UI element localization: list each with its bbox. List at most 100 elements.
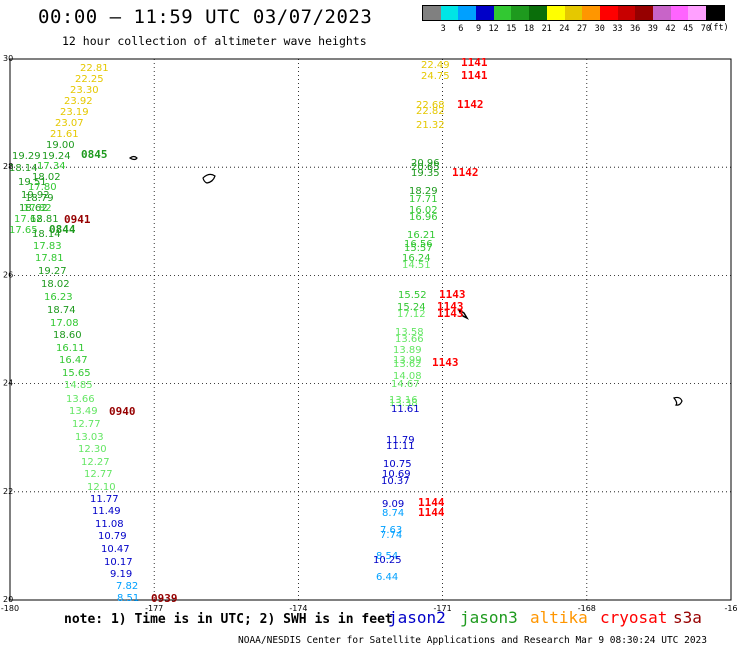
- axis-labels: 30 28 26 24 22 20-180 -177 -174 -171 -168 -16: [1, 54, 738, 613]
- wave-height-label: 15.52: [398, 290, 427, 301]
- wave-height-label: 13.66: [66, 394, 95, 405]
- legend-swatch: [670, 6, 689, 20]
- wave-height-label: 16.56: [404, 239, 433, 250]
- wave-height-label: 23.30: [70, 85, 99, 96]
- island-outline: [457, 308, 469, 320]
- legend-label: 24: [559, 24, 570, 34]
- wave-height-label: 19.29: [12, 151, 41, 162]
- legend-label: 42: [665, 24, 676, 34]
- pass-time-label: 1141: [461, 69, 488, 82]
- legend-label: 3: [440, 24, 446, 34]
- credit-line: NOAA/NESDIS Center for Satellite Applica…: [238, 635, 707, 646]
- wave-height-label: 13.03: [75, 432, 104, 443]
- chart-title: 00:00 – 11:59 UTC 03/07/2023: [38, 6, 373, 28]
- pass-time-label: 0844: [49, 223, 76, 236]
- legend-label: 9: [475, 24, 482, 34]
- wave-height-label: 13.49: [69, 406, 98, 417]
- wave-height-label: 7.74: [380, 530, 402, 541]
- legend-swatch: [476, 6, 494, 20]
- legend-swatch: [493, 6, 512, 20]
- wave-height-label: 10.25: [373, 555, 402, 566]
- pass-time-label: 1143: [439, 288, 466, 301]
- wave-height-label: 16.23: [44, 292, 73, 303]
- wave-height-label: 14.67: [391, 379, 420, 390]
- wave-height-label: 19.35: [411, 168, 440, 179]
- latitude-label: 28: [3, 162, 13, 171]
- wave-height-label: 7.82: [116, 581, 138, 592]
- color-legend: 3 6 9 12 15 18 21 24 27 30 33 36 39 42 45 70 (ft): [422, 5, 729, 34]
- wave-height-label: 12.77: [84, 469, 113, 480]
- pass-time-label: 0939: [151, 592, 178, 605]
- wave-height-label: 12.30: [78, 444, 107, 455]
- wave-height-label: 17.81: [35, 253, 64, 264]
- wave-height-label: 18.14: [32, 229, 61, 240]
- map-frame: [9, 58, 732, 601]
- coastlines: [128, 155, 683, 406]
- legend-label: 45: [683, 24, 694, 34]
- wave-height-label: 22.82: [416, 106, 445, 117]
- wave-height-label: 12.27: [81, 457, 110, 468]
- wave-height-label: 11.08: [95, 519, 124, 530]
- legend-label: 27: [576, 24, 588, 34]
- legend-label: 6: [458, 24, 464, 34]
- wave-height-label: 10.69: [382, 469, 411, 480]
- wave-height-label: 6.44: [376, 572, 398, 583]
- legend-label: 33: [612, 24, 623, 34]
- legend-label: 15: [506, 24, 517, 34]
- wave-height-label: 18.60: [53, 330, 82, 341]
- legend-swatch: [546, 6, 565, 20]
- chart-subtitle: 12 hour collection of altimeter wave hei…: [62, 34, 367, 48]
- wave-height-label: 17.82: [23, 203, 52, 214]
- legend-swatch: [706, 6, 724, 20]
- wave-height-label: 16.47: [59, 355, 88, 366]
- legend-label: 36: [630, 24, 641, 34]
- satellite-label: s3a: [673, 608, 702, 627]
- wave-height-label: 13.99: [393, 355, 422, 366]
- legend-labels: 3 6 9 12 15 18 21 24 27 30 33 36 39 42 45 70: [422, 24, 725, 34]
- wave-height-label: 14.51: [402, 260, 431, 271]
- legend-swatch: [617, 6, 636, 20]
- wave-height-label: 21.32: [416, 120, 445, 131]
- wave-height-label: 18.29: [409, 186, 438, 197]
- pass-time-label: 1144: [418, 496, 445, 509]
- wave-height-label: 22.25: [75, 74, 104, 85]
- wave-height-label: 11.79: [386, 435, 415, 446]
- latitude-label: 20: [3, 595, 13, 604]
- legend-label: 21: [541, 24, 552, 34]
- wave-height-label: 11.77: [90, 494, 119, 505]
- wave-height-label: 13.58: [395, 327, 424, 338]
- wave-height-label: 18.74: [47, 305, 76, 316]
- legend-swatch: [511, 6, 530, 20]
- wave-height-label: 18.81: [30, 214, 59, 225]
- wave-height-label: 11.11: [386, 441, 415, 452]
- wave-height-label: 8.54: [376, 551, 398, 562]
- longitude-label: -171: [434, 604, 452, 613]
- wave-height-label: 13.89: [393, 345, 422, 356]
- wave-height-label: 12.77: [72, 419, 101, 430]
- observation-labels: 22.8122.2523.3023.9223.1923.0721.6119.00…: [9, 60, 450, 604]
- longitude-label: -174: [289, 604, 307, 613]
- legend-swatch: [529, 6, 547, 20]
- latitude-label: 22: [3, 487, 13, 496]
- wave-height-label: 23.92: [64, 96, 93, 107]
- wave-height-label: 17.83: [33, 241, 62, 252]
- wave-height-label: 10.79: [98, 531, 127, 542]
- latitude-label: 30: [3, 54, 13, 63]
- pass-time-label: 1144: [418, 506, 445, 519]
- legend-swatch: [582, 6, 600, 20]
- wave-height-label: 16.02: [409, 205, 438, 216]
- wave-height-label: 17.12: [397, 309, 426, 320]
- legend-swatch: [440, 6, 459, 20]
- wave-height-label: 13.16: [389, 395, 418, 406]
- wave-height-label: 14.08: [393, 371, 422, 382]
- legend-label: 39: [647, 24, 658, 34]
- pass-time-label: 1143: [437, 307, 464, 320]
- wave-height-label: 17.71: [409, 194, 438, 205]
- wave-height-label: 13.38: [389, 398, 418, 409]
- satellite-label: cryosat: [600, 608, 668, 627]
- footnote: note: 1) Time is in UTC; 2) SWH is in fe…: [64, 612, 393, 627]
- wave-height-label: 22.49: [421, 60, 450, 71]
- island-outline: [672, 396, 683, 406]
- wave-height-label: 22.81: [80, 63, 109, 74]
